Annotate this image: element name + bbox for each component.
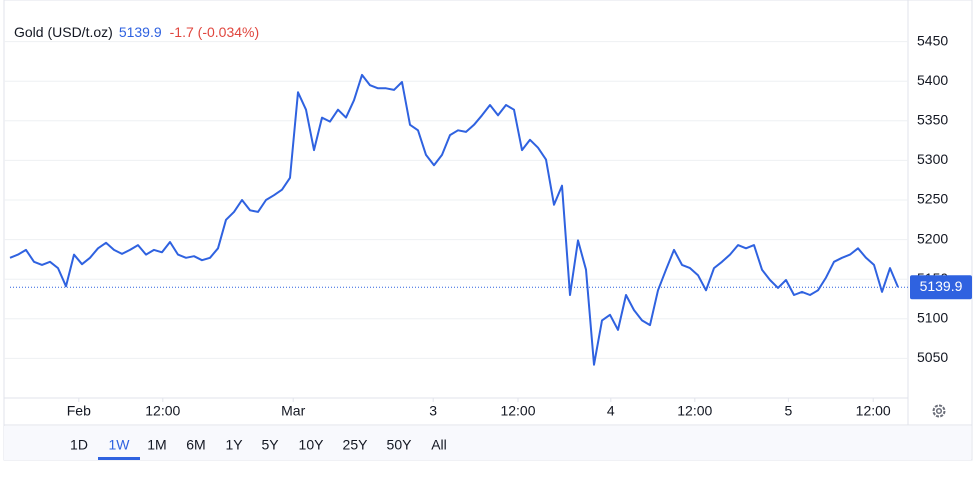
range-button[interactable]: 1W [109, 437, 131, 453]
header: Gold (USD/t.oz) 5139.9 -1.7 (-0.034%) [14, 24, 259, 40]
chart-title: Gold (USD/t.oz) [14, 24, 113, 40]
range-button[interactable]: 50Y [387, 437, 413, 453]
x-tick-label: 5 [785, 403, 793, 419]
range-button[interactable]: 5Y [261, 437, 279, 453]
last-price-label: 5139.9 [920, 278, 963, 294]
range-button[interactable]: All [431, 437, 447, 453]
x-tick-label: Feb [67, 403, 91, 419]
y-tick-label: 5200 [917, 230, 948, 246]
header-price: 5139.9 [119, 24, 162, 40]
y-tick-label: 5400 [917, 72, 948, 88]
x-tick-label: 3 [429, 403, 437, 419]
y-tick-label: 5100 [917, 310, 948, 326]
settings-icon[interactable] [932, 404, 946, 418]
y-tick-label: 5350 [917, 112, 948, 128]
y-tick-label: 5250 [917, 191, 948, 207]
y-tick-label: 5450 [917, 32, 948, 48]
last-price-box [910, 275, 972, 300]
x-tick-label: 12:00 [677, 403, 712, 419]
x-tick-label: 4 [607, 403, 615, 419]
range-selected-underline [98, 457, 140, 460]
header-change: -1.7 (-0.034%) [170, 24, 259, 40]
range-button[interactable]: 10Y [299, 437, 325, 453]
price-line [9, 73, 899, 366]
grid [4, 41, 908, 402]
range-bar [4, 426, 971, 460]
range-button[interactable]: 1Y [225, 437, 243, 453]
y-tick-label: 5300 [917, 151, 948, 167]
range-button[interactable]: 1M [147, 437, 166, 453]
x-tick-label: Mar [281, 403, 305, 419]
range-button[interactable]: 25Y [343, 437, 369, 453]
widget-frame [3, 0, 973, 461]
range-button[interactable]: 1D [70, 437, 88, 453]
x-tick-label: 12:00 [856, 403, 891, 419]
x-tick-label: 12:00 [500, 403, 535, 419]
x-tick-label: 12:00 [145, 403, 180, 419]
range-button[interactable]: 6M [186, 437, 205, 453]
y-tick-label: 5050 [917, 349, 948, 365]
plot [9, 73, 908, 366]
